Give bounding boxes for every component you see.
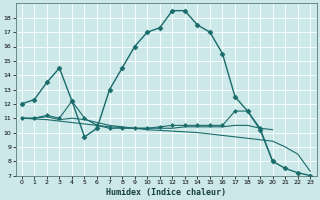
X-axis label: Humidex (Indice chaleur): Humidex (Indice chaleur) (106, 188, 226, 197)
